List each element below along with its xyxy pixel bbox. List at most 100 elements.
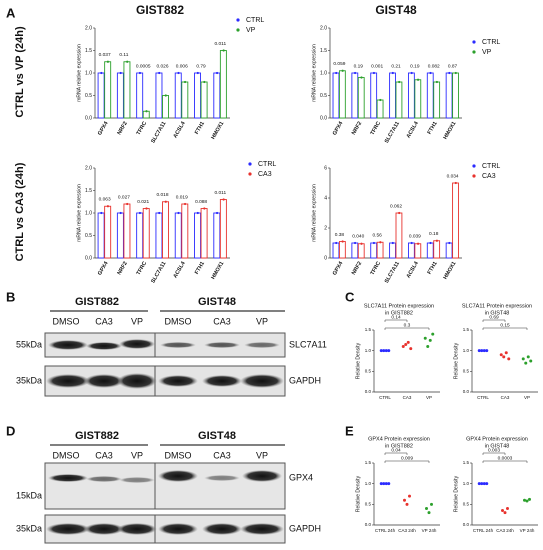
y-tick-label: 1.0 <box>85 70 92 76</box>
bar-top-dot <box>119 211 122 215</box>
x-tick-label: VP 24h <box>422 528 437 533</box>
x-tick-label: CA3 <box>501 395 510 400</box>
bar <box>414 243 422 259</box>
dot <box>502 355 506 359</box>
p-value: 0.011 <box>215 190 227 196</box>
p-value: 0.063 <box>99 197 111 203</box>
bracket <box>384 327 430 330</box>
bar <box>97 72 105 119</box>
bar-top-dot <box>138 71 142 75</box>
bar <box>338 70 346 119</box>
bar-top-dot <box>177 211 180 215</box>
bar <box>332 72 340 119</box>
treatment: CA3 <box>213 450 231 460</box>
bar-top-dot <box>360 76 363 79</box>
bar-top-dot <box>454 181 457 185</box>
dot <box>406 340 410 344</box>
blot-b: GIST882 GIST48 DMSO CA3 VP DMSO CA3 VP 5… <box>16 296 327 397</box>
bar <box>389 72 396 119</box>
bar <box>407 72 415 119</box>
dot <box>501 509 504 513</box>
bar <box>194 212 201 259</box>
bar-top-dot <box>126 202 129 206</box>
x-tick-label: NRF2 <box>117 121 129 136</box>
bar-top-dot <box>196 211 199 215</box>
dot <box>499 353 503 357</box>
p-value: 0.021 <box>137 199 149 205</box>
x-tick-label: GPX4 <box>97 260 110 277</box>
p-value: 0.006 <box>176 63 188 69</box>
x-tick-label: ACSL4 <box>173 260 188 279</box>
bar <box>97 212 105 259</box>
bracket <box>384 460 430 463</box>
p-value: 0.21 <box>391 63 401 69</box>
p-value: 0.0003 <box>498 455 513 461</box>
panel-label: C <box>345 289 355 304</box>
dot <box>477 482 481 486</box>
bar <box>123 203 131 259</box>
bar <box>219 199 227 259</box>
x-tick-label: ACSL4 <box>173 120 188 139</box>
x-tick-label: SLC7A11 <box>150 121 167 145</box>
bar <box>174 72 182 119</box>
x-tick-label: SLC7A11 <box>384 121 401 145</box>
x-tick-label: HMOX1 <box>443 261 458 281</box>
x-tick-label: TFRC <box>136 121 149 137</box>
bar-top-dot <box>372 71 376 75</box>
band <box>240 523 284 535</box>
y-tick-label: 2.0 <box>85 165 92 171</box>
chart-title: SLC7A11 Protein expression <box>462 303 532 309</box>
band <box>240 374 284 388</box>
dot <box>528 497 531 501</box>
bar <box>395 212 403 259</box>
bar <box>414 79 422 119</box>
chart-title: in GIST882 <box>385 310 413 316</box>
p-value: 0.040 <box>352 233 364 239</box>
dot <box>427 511 431 515</box>
chart-title: GPX4 Protein expression <box>466 436 528 442</box>
dot <box>387 349 391 353</box>
bar-top-dot <box>448 241 451 245</box>
bar <box>116 72 124 119</box>
p-value: 0.037 <box>99 52 111 58</box>
bar <box>452 182 459 259</box>
x-tick-label: VP 24h <box>520 528 535 533</box>
row-label: CTRL vs VP (24h) <box>14 26 26 118</box>
treatment: VP <box>131 450 143 460</box>
dot <box>506 506 509 510</box>
bar-top-dot <box>398 80 401 84</box>
bar-top-dot <box>164 94 167 97</box>
x-tick-label: VP <box>426 395 432 400</box>
bar-top-dot <box>222 198 225 201</box>
bar <box>389 242 396 259</box>
bar-top-dot <box>222 49 225 52</box>
legend-label: CTRL <box>482 163 500 170</box>
bracket <box>482 319 506 322</box>
bar <box>426 242 434 259</box>
dot <box>423 336 427 340</box>
bar-top-dot <box>138 211 142 215</box>
x-tick-label: FTH1 <box>427 261 439 276</box>
band <box>204 342 240 348</box>
bar <box>104 205 112 259</box>
dot <box>408 494 411 498</box>
bar-top-dot <box>203 207 206 210</box>
band <box>242 470 282 482</box>
y-tick-label: 1.5 <box>463 327 470 332</box>
cell-line: GIST48 <box>198 430 236 442</box>
p-value: 0.011 <box>215 41 227 47</box>
dot <box>503 511 507 515</box>
legend-label: VP <box>246 27 256 34</box>
dot <box>526 355 530 359</box>
legend-label: CA3 <box>482 173 496 180</box>
protein: GPX4 <box>289 472 313 482</box>
x-tick-label: GPX4 <box>97 120 110 137</box>
y-tick-label: 6 <box>324 165 327 171</box>
panel-label: E <box>345 423 354 438</box>
y-tick-label: 0.5 <box>365 502 372 507</box>
legend-label: CA3 <box>258 171 272 178</box>
y-axis-label: mRNA relative expression <box>311 44 317 102</box>
y-tick-label: 1.5 <box>365 460 372 465</box>
dot <box>507 357 511 361</box>
